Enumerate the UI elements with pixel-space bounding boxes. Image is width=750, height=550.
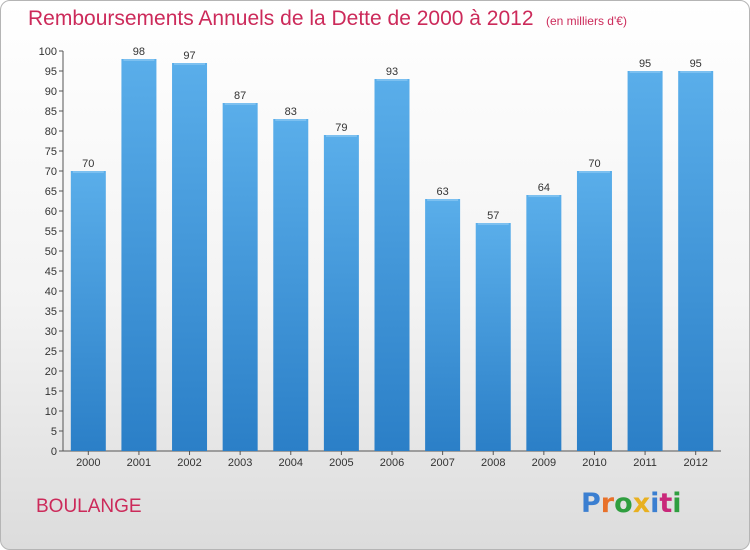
y-tick-label: 100: [39, 46, 57, 58]
bar-2002: [172, 63, 208, 451]
bar-2001: [121, 59, 157, 451]
y-tick-label: 25: [45, 346, 57, 358]
value-label-2008: 57: [487, 210, 499, 222]
y-tick-label: 5: [51, 426, 57, 438]
chart-title: Remboursements Annuels de la Dette de 20…: [28, 7, 534, 30]
x-tick-label-2002: 2002: [177, 457, 201, 469]
bar-2000: [70, 171, 106, 451]
logo-letter: x: [632, 488, 651, 519]
x-tick-label-2004: 2004: [279, 457, 303, 469]
x-tick-label-2008: 2008: [481, 457, 505, 469]
x-tick-label-2006: 2006: [380, 457, 404, 469]
x-tick-label-2000: 2000: [76, 457, 100, 469]
y-tick-label: 85: [45, 106, 57, 118]
logo-letter: i: [650, 488, 660, 519]
x-tick-label-2010: 2010: [582, 457, 606, 469]
y-tick-label: 80: [45, 126, 57, 138]
value-label-2011: 95: [639, 58, 651, 70]
value-label-2012: 95: [690, 58, 702, 70]
y-tick-label: 45: [45, 266, 57, 278]
bars: [70, 59, 714, 451]
labels: 70 2000 98 2001 97 2002 87 2003 83 2004 79 2005 93 20…: [76, 46, 708, 469]
bar-2003: [222, 103, 258, 451]
y-tick-label: 65: [45, 186, 57, 198]
y-tick-label: 15: [45, 386, 57, 398]
value-label-2001: 98: [133, 46, 145, 58]
chart-unit: (en milliers d'€): [545, 14, 627, 28]
value-label-2004: 83: [285, 106, 297, 118]
bar-2007: [425, 199, 461, 451]
bar-2006: [374, 79, 410, 451]
x-tick-label-2007: 2007: [430, 457, 454, 469]
value-label-2009: 64: [538, 182, 550, 194]
value-label-2006: 93: [386, 66, 398, 78]
logo-letter: r: [600, 488, 615, 519]
x-tick-label-2009: 2009: [532, 457, 556, 469]
bar-2008: [475, 223, 511, 451]
value-label-2005: 79: [335, 122, 347, 134]
y-tick-label: 70: [45, 166, 57, 178]
bar-2010: [576, 171, 612, 451]
y-tick-label: 40: [45, 286, 57, 298]
logo-letter: o: [614, 488, 633, 519]
y-tick-label: 75: [45, 146, 57, 158]
logo-letter: i: [672, 488, 682, 519]
title-block: Remboursements Annuels de la Dette de 20…: [28, 7, 627, 31]
x-tick-label-2011: 2011: [633, 457, 657, 469]
y-tick-label: 90: [45, 86, 57, 98]
bar-2009: [526, 195, 562, 451]
x-tick-label-2003: 2003: [228, 457, 252, 469]
y-tick-label: 10: [45, 406, 57, 418]
y-tick-label: 60: [45, 206, 57, 218]
proxiti-logo: Proxiti: [581, 488, 682, 519]
bar-2004: [273, 119, 309, 451]
bar-2005: [323, 135, 359, 451]
value-label-2007: 63: [436, 186, 448, 198]
value-label-2003: 87: [234, 90, 246, 102]
bar-2011: [627, 71, 663, 451]
value-label-2002: 97: [183, 50, 195, 62]
logo-letter: t: [659, 488, 673, 519]
y-tick-label: 0: [51, 446, 57, 458]
y-tick-label: 35: [45, 306, 57, 318]
y-tick-label: 20: [45, 366, 57, 378]
y-tick-label: 50: [45, 246, 57, 258]
y-tick-label: 95: [45, 66, 57, 78]
x-tick-label-2001: 2001: [127, 457, 151, 469]
y-tick-label: 55: [45, 226, 57, 238]
logo-letter: P: [581, 488, 601, 519]
x-tick-label-2012: 2012: [683, 457, 707, 469]
bar-2012: [678, 71, 714, 451]
y-tick-label: 30: [45, 326, 57, 338]
x-tick-label-2005: 2005: [329, 457, 353, 469]
commune-name: BOULANGE: [36, 496, 142, 517]
value-label-2000: 70: [82, 158, 94, 170]
value-label-2010: 70: [588, 158, 600, 170]
